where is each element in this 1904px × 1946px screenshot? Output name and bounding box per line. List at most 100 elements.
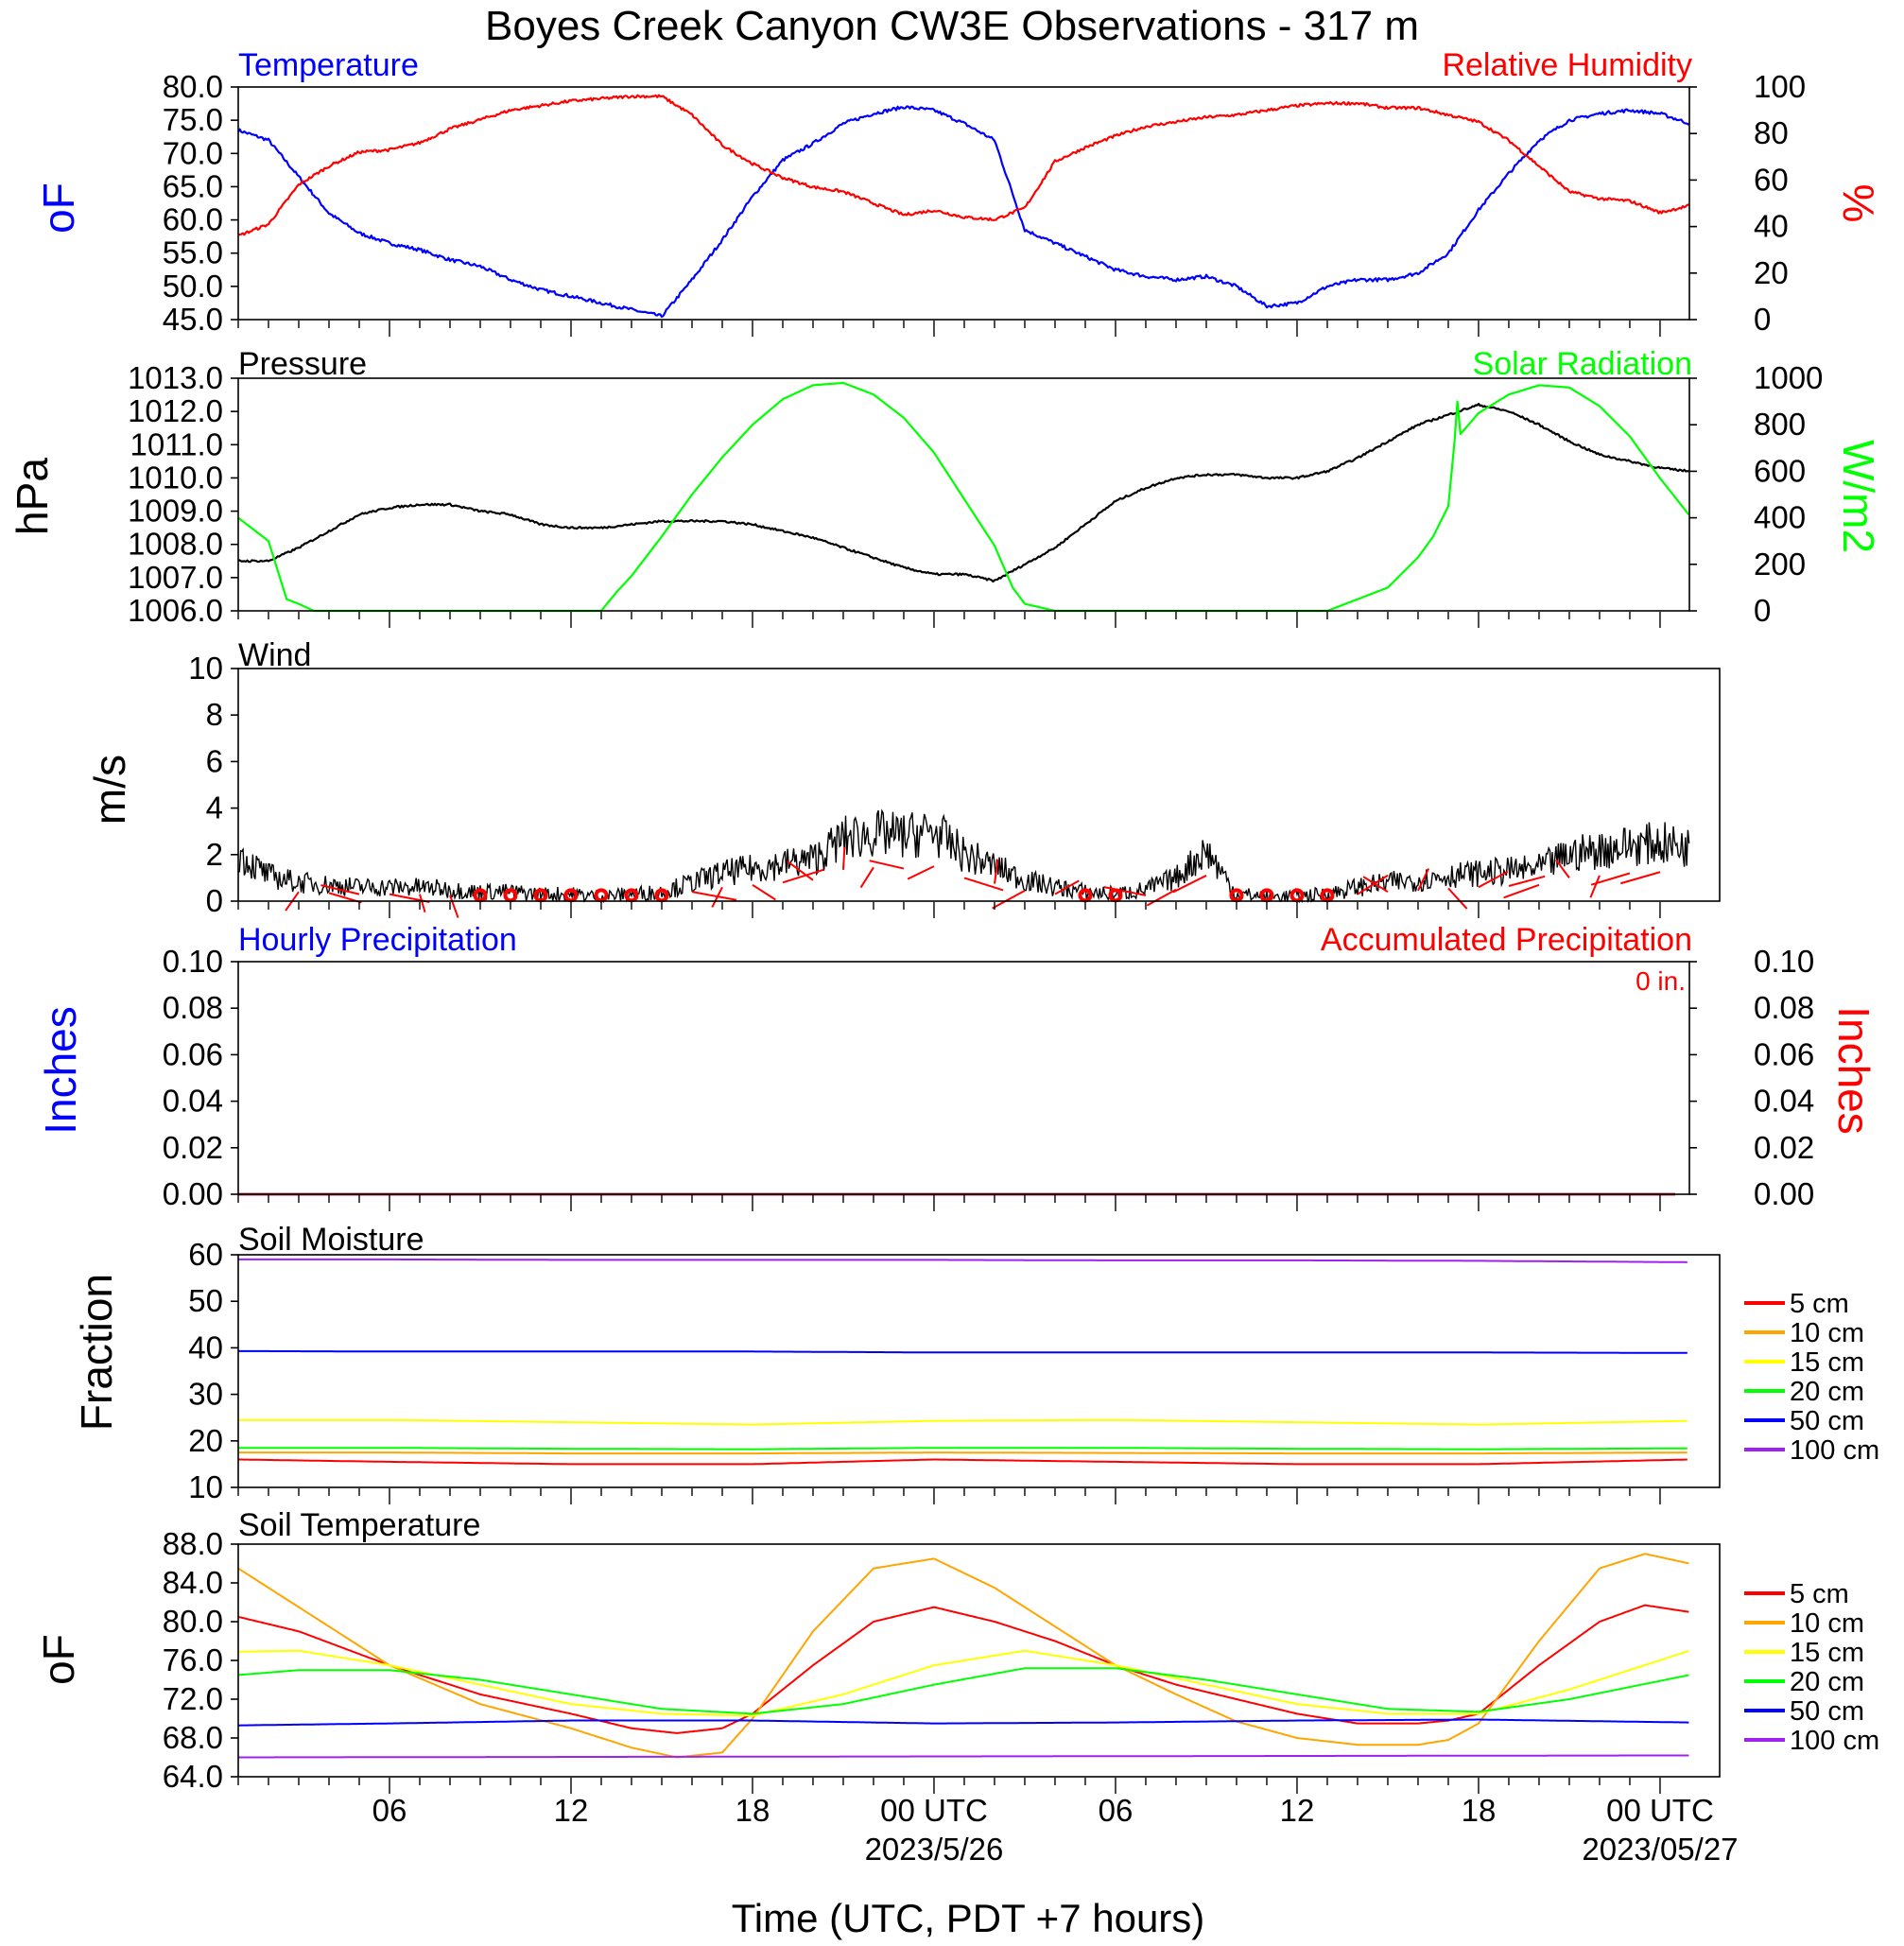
time-tick-label: 06 [1099, 1793, 1134, 1828]
pressure-title: Pressure [238, 346, 367, 382]
legend-label: 100 cm [1790, 1726, 1879, 1756]
time-tick-label: 18 [736, 1793, 770, 1828]
soil-moisture-tick-label: 20 [188, 1423, 223, 1458]
wind-barb [1589, 875, 1601, 898]
pressure-unit-label: hPa [8, 458, 57, 535]
soil-temp-series-line [237, 1667, 1689, 1715]
legend-label: 15 cm [1790, 1638, 1864, 1668]
soil-temp-title: Soil Temperature [238, 1507, 480, 1543]
temperature-title: Temperature [238, 47, 419, 83]
pressure-tick-label: 1012.0 [128, 393, 223, 428]
wind-tick-label: 4 [206, 791, 223, 825]
soil-temp-tick-label: 84.0 [163, 1565, 223, 1600]
wind-barb [1508, 875, 1546, 887]
solar-tick-label: 800 [1754, 407, 1806, 442]
soil-temp-axis-ticks: 88.0 84.0 80.076.0 72.0 68.0 64.0 [163, 1526, 238, 1794]
soil-temp-lines [237, 1553, 1689, 1759]
precipitation-panel: Hourly Precipitation Accumulated Precipi… [36, 922, 1878, 1211]
wind-barb [787, 860, 814, 881]
precip-left-tick-label: 0.00 [163, 1176, 223, 1211]
time-tick-label: 12 [554, 1793, 589, 1828]
soil-temp-tick-label: 88.0 [163, 1526, 223, 1561]
precip-right-axis-ticks: 0.10 0.08 0.06 0.04 0.02 0.00 [1689, 944, 1814, 1211]
time-tick-label: 12 [1280, 1793, 1315, 1828]
time-tick-label: 00 UTC [880, 1793, 988, 1828]
pressure-axis-ticks: 1013.01012.01011.01010.01009.01008.01007… [128, 360, 238, 628]
legend-label: 10 cm [1790, 1608, 1864, 1639]
precip-right-tick-label: 0.02 [1754, 1130, 1814, 1165]
solar-tick-label: 0 [1754, 593, 1771, 628]
date-label: 2023/5/26 [865, 1832, 1004, 1867]
accum-precip-unit-label: Inches [1829, 1006, 1878, 1135]
solar-tick-label: 600 [1754, 453, 1806, 488]
pressure-series-line [237, 403, 1689, 583]
solar-axis-ticks: 1000 800 600 400 200 0 [1689, 360, 1823, 628]
calm-wind-marker [1320, 888, 1335, 903]
wind-barb [1417, 868, 1430, 892]
wind-title: Wind [238, 637, 311, 673]
calm-wind-marker [1078, 888, 1093, 903]
temperature-tick-label: 50.0 [163, 269, 223, 304]
pressure-solar-lines [237, 381, 1690, 613]
soil-temp-plot-frame [237, 1543, 1721, 1778]
wind-barb [869, 860, 905, 870]
soil-moisture-series-line [238, 1418, 1688, 1426]
precip-right-tick-label: 0.00 [1754, 1176, 1814, 1211]
wind-barb [1146, 888, 1177, 907]
wind-barb [752, 883, 776, 901]
wind-barb [711, 886, 723, 908]
wind-barb [993, 860, 999, 884]
soil-moisture-plot-frame [237, 1254, 1721, 1488]
temperature-tick-label: 70.0 [163, 135, 223, 170]
legend-label: 100 cm [1790, 1435, 1879, 1466]
wind-barb [1619, 871, 1661, 885]
soil-moisture-panel: Soil Moisture Fraction 60 50 40 30 20 10 5 cm… [72, 1222, 1879, 1504]
wind-barb [1590, 872, 1631, 886]
soil-temp-series-line [238, 1718, 1689, 1727]
wind-tick-label: 2 [206, 837, 223, 872]
pressure-tick-label: 1009.0 [128, 494, 223, 529]
solar-unit-label: W/m2 [1834, 440, 1883, 553]
soil-moisture-series-line [237, 1349, 1688, 1354]
soil-temp-tick-label: 64.0 [163, 1759, 223, 1794]
wind-barb [1054, 879, 1080, 895]
wind-barb [1103, 886, 1147, 896]
wind-barb [1357, 874, 1389, 895]
wind-barb [320, 884, 360, 895]
wind-plot-frame [237, 668, 1721, 902]
wind-tick-label: 8 [206, 697, 223, 732]
soil-temp-tick-label: 80.0 [163, 1604, 223, 1639]
temperature-tick-label: 60.0 [163, 202, 223, 237]
chart-title: Boyes Creek Canyon CW3E Observations - 3… [485, 3, 1419, 49]
precip-left-tick-label: 0.04 [163, 1084, 223, 1119]
temperature-tick-label: 65.0 [163, 168, 223, 203]
wind-tick-label: 10 [188, 651, 223, 686]
soil-moisture-title: Soil Moisture [238, 1222, 424, 1258]
humidity-tick-label: 100 [1754, 69, 1806, 104]
time-tick-label: 06 [372, 1793, 407, 1828]
wind-panel: Wind m/s 10 8 6 4 2 0 [85, 637, 1721, 918]
soil-temp-tick-label: 76.0 [163, 1642, 223, 1677]
wind-unit-label: m/s [85, 755, 134, 825]
temperature-axis-ticks: 80.075.070.065.060.055.050.045.0 [163, 69, 238, 337]
temperature-tick-label: 75.0 [163, 102, 223, 137]
wind-barb [1447, 887, 1468, 910]
time-axis: 06 12 18 00 UTC 06 12 18 00 UTC 2023/5/26 2023/05… [237, 321, 1739, 1867]
soil-temp-unit-label: oF [34, 1634, 83, 1685]
calm-wind-marker [473, 888, 488, 903]
legend-label: 20 cm [1790, 1667, 1864, 1697]
temperature-tick-label: 55.0 [163, 235, 223, 270]
precip-right-tick-label: 0.10 [1754, 944, 1814, 979]
temperature-unit-label: oF [34, 182, 83, 234]
pressure-tick-label: 1010.0 [128, 460, 223, 495]
wind-barb [1503, 883, 1540, 899]
temperature-tick-label: 80.0 [163, 69, 223, 104]
wind-barb [859, 866, 874, 889]
soil-temperature-panel: Soil Temperature oF 88.0 84.0 80.076.0 72.0… [34, 1507, 1879, 1794]
soil-moisture-unit-label: Fraction [72, 1274, 121, 1431]
humidity-unit-label: % [1834, 184, 1883, 223]
soil-temp-tick-label: 68.0 [163, 1720, 223, 1755]
